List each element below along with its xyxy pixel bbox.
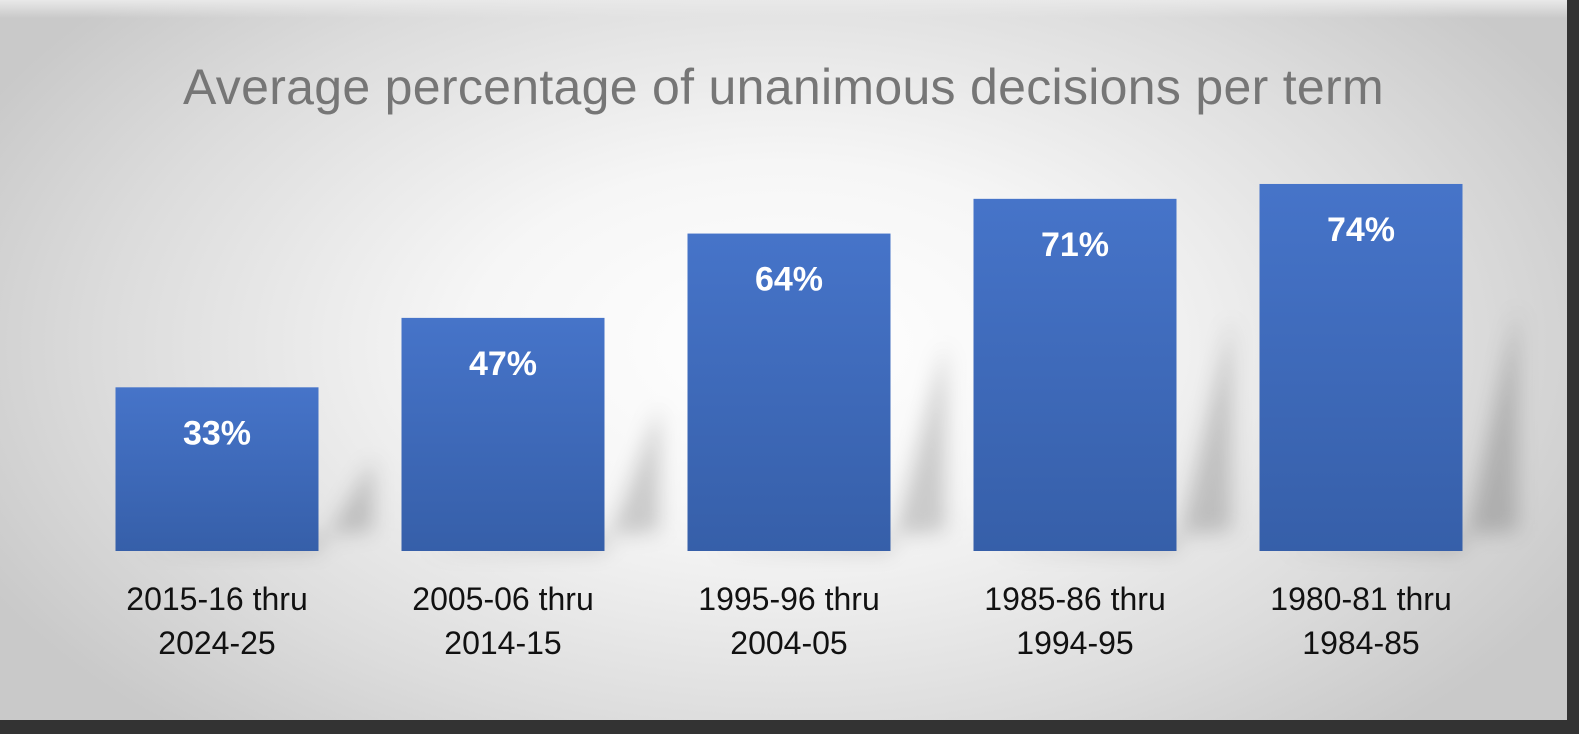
bar-chart: 33% 47% 64% 71% 74% 2015-16 thru 2024-25 2005-… [115,183,1518,661]
category-label: 2014-15 [444,625,561,661]
data-label: 71% [1041,226,1109,264]
data-label: 74% [1327,211,1395,249]
bar [973,198,1177,551]
bar-shadow [1279,305,1518,551]
category-label: 2004-05 [730,625,847,661]
data-label: 33% [183,414,251,452]
category-label: 2005-06 thru [412,581,593,617]
category-label: 1985-86 thru [984,581,1165,617]
category-label: 1995-96 thru [698,581,879,617]
category-label: 1984-85 [1302,625,1419,661]
data-label: 64% [755,261,823,299]
category-label: 1994-95 [1016,625,1133,661]
bar [687,233,891,551]
bar [115,387,319,551]
category-label: 2015-16 thru [126,581,307,617]
category-label: 1980-81 thru [1270,581,1451,617]
bar-shadow [993,316,1232,551]
chart-title: Average percentage of unanimous decision… [183,59,1384,115]
category-label: 2024-25 [158,625,275,661]
bar [401,317,605,551]
bar [1259,183,1463,551]
data-label: 47% [469,345,537,383]
bar-shadow [707,342,946,551]
